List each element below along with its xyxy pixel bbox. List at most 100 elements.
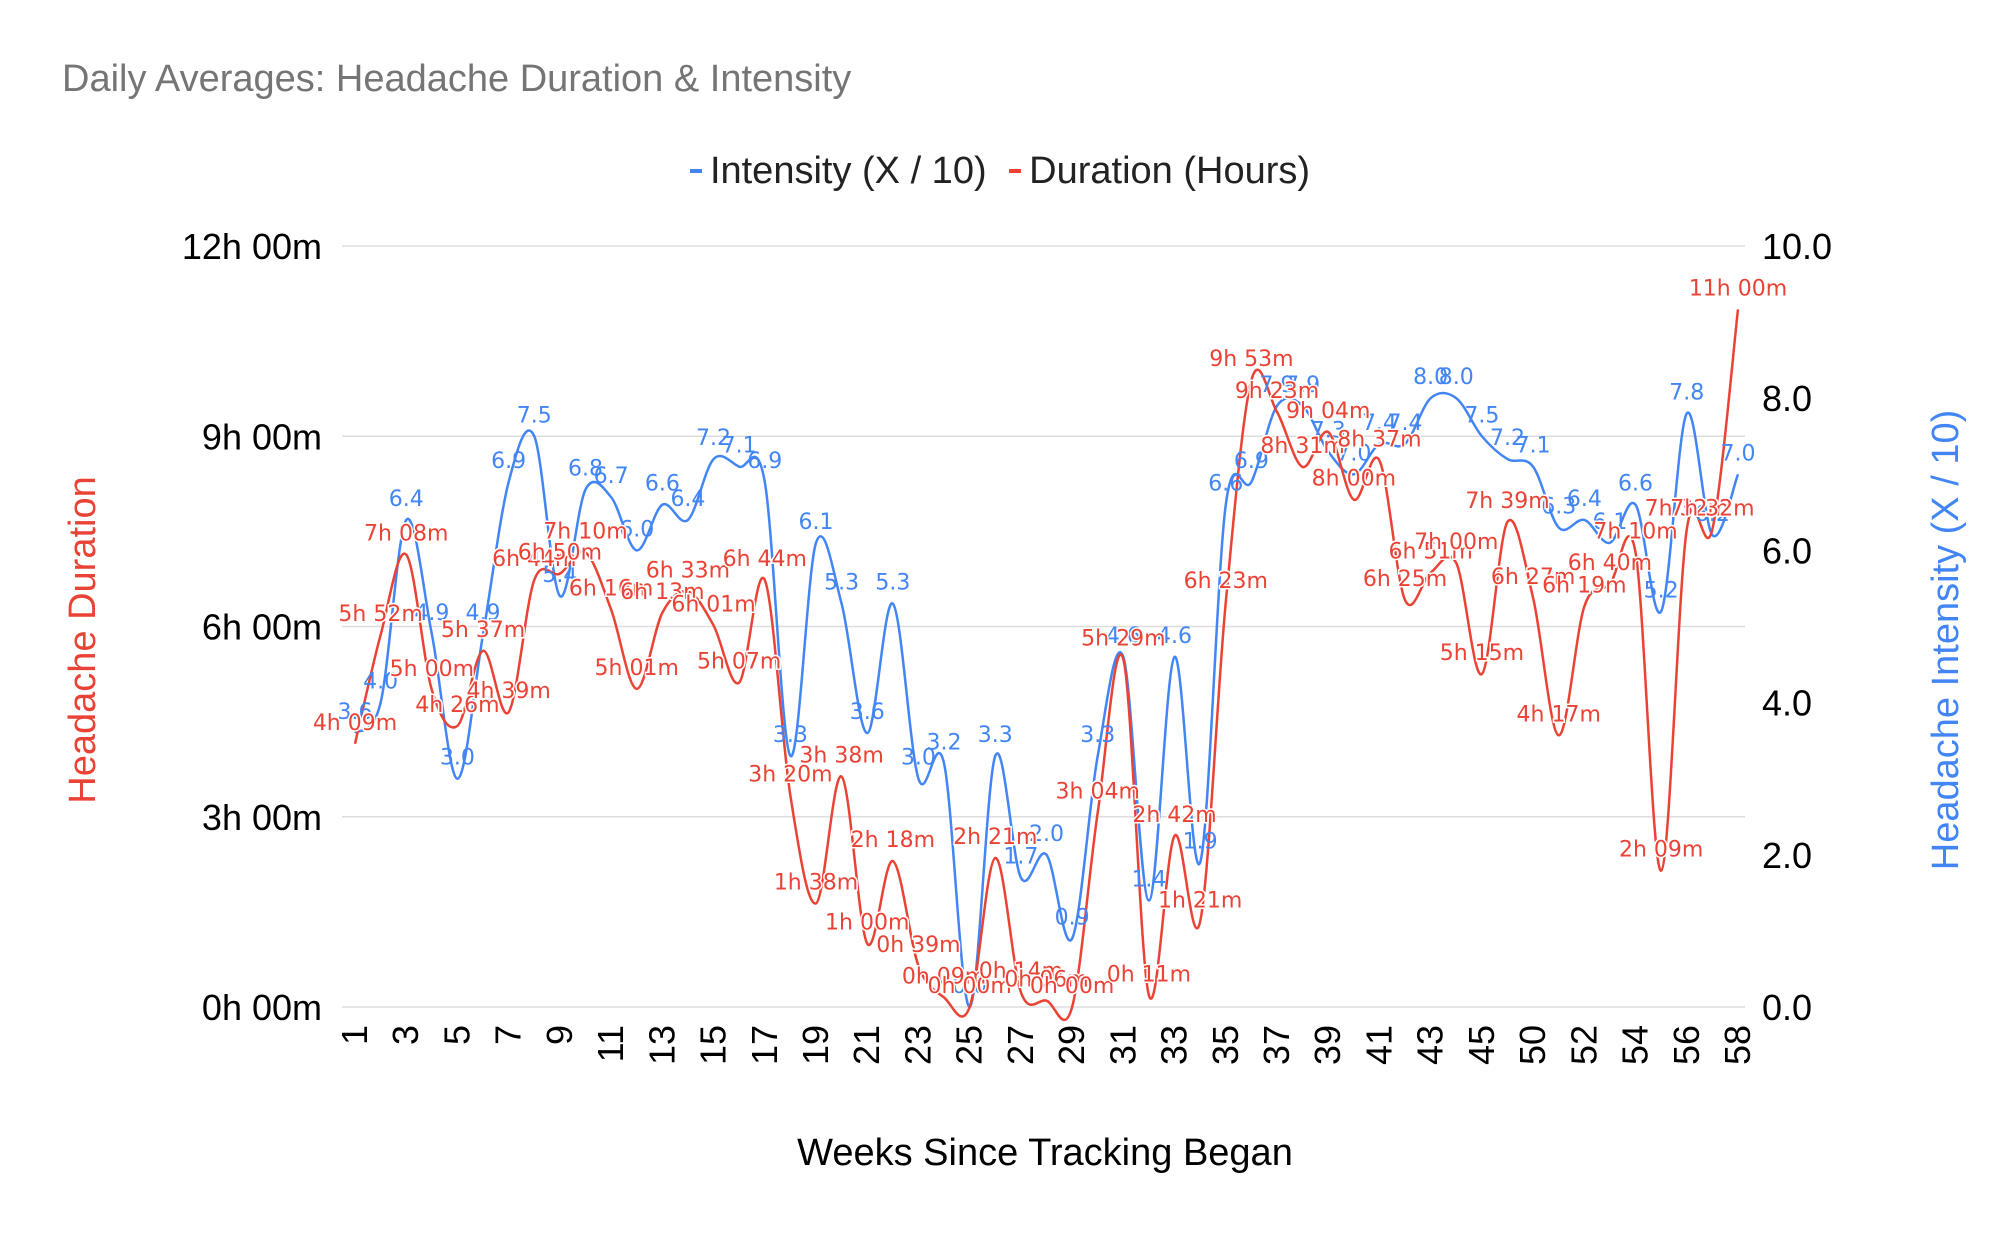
intensity-data-label: 6.1 <box>1592 510 1627 535</box>
intensity-data-label: 6.0 <box>619 517 654 542</box>
duration-data-label: 2h 09m <box>1619 838 1703 863</box>
intensity-data-label: 8.0 <box>1439 365 1474 390</box>
intensity-data-label: 6.1 <box>799 510 834 535</box>
x-tick-label: 56 <box>1666 1025 1707 1065</box>
duration-data-label: 9h 53m <box>1209 347 1293 372</box>
legend-label-intensity: Intensity (X / 10) <box>709 149 987 192</box>
right-tick-label: 6.0 <box>1762 530 1812 571</box>
x-axis-title: Weeks Since Tracking Began <box>797 1132 1293 1174</box>
intensity-data-label: 6.6 <box>1208 472 1243 497</box>
duration-data-label: 4h 09m <box>313 711 397 736</box>
intensity-data-label: 5.3 <box>875 571 910 596</box>
x-tick-label: 7 <box>488 1025 529 1045</box>
x-tick-label: 27 <box>1000 1025 1041 1065</box>
x-tick-label: 50 <box>1512 1025 1553 1065</box>
legend-item-duration[interactable]: Duration (Hours) <box>1009 150 1310 193</box>
duration-data-label: 5h 01m <box>595 656 679 681</box>
right-tick-label: 2.0 <box>1762 835 1812 876</box>
intensity-data-label: 7.2 <box>1490 426 1525 451</box>
duration-data-label: 3h 04m <box>1056 780 1140 805</box>
x-tick-label: 54 <box>1615 1025 1656 1065</box>
intensity-data-label: 0.0 <box>952 974 987 999</box>
duration-data-label: 5h 52m <box>338 602 422 627</box>
duration-data-label: 5h 15m <box>1440 641 1524 666</box>
intensity-data-label: 3.0 <box>901 746 936 771</box>
intensity-data-label: 7.3 <box>1311 418 1346 443</box>
duration-data-label: 6h 23m <box>1184 569 1268 594</box>
x-tick-label: 11 <box>590 1025 631 1062</box>
intensity-data-label: 4.0 <box>363 670 398 695</box>
left-tick-label: 3h 00m <box>202 797 322 838</box>
duration-data-label: 0h 09m <box>902 964 986 989</box>
duration-data-label: 0h 00m <box>927 974 1011 999</box>
duration-data-label: 7h 10m <box>1593 520 1677 545</box>
duration-data-label: 5h 00m <box>390 657 474 682</box>
x-tick-label: 37 <box>1256 1025 1297 1065</box>
duration-data-label: 4h 39m <box>466 679 550 704</box>
x-tick-label: 21 <box>846 1025 887 1065</box>
intensity-data-label: 1.7 <box>1003 845 1038 870</box>
intensity-data-label: 7.5 <box>1464 403 1499 428</box>
chart-title: Daily Averages: Headache Duration & Inte… <box>62 58 852 100</box>
intensity-data-label: 3.0 <box>440 746 475 771</box>
intensity-data-label: 7.1 <box>722 434 757 459</box>
intensity-data-label: 3.3 <box>978 723 1013 748</box>
intensity-data-label: 6.2 <box>1695 502 1730 527</box>
left-tick-label: 9h 00m <box>202 416 322 457</box>
duration-data-label: 0h 39m <box>876 933 960 958</box>
left-axis-title: Headache Duration <box>62 476 104 803</box>
duration-data-label: 6h 16m <box>569 577 653 602</box>
duration-data-label: 7h 32m <box>1670 496 1754 521</box>
duration-data-label: 2h 42m <box>1132 803 1216 828</box>
intensity-data-label: 3.3 <box>1080 723 1115 748</box>
intensity-data-label: 7.4 <box>1388 411 1423 436</box>
duration-data-label: 6h 51m <box>1388 540 1472 565</box>
x-tick-label: 5 <box>436 1025 477 1045</box>
intensity-data-label: 6.6 <box>1618 472 1653 497</box>
legend-swatch-duration <box>1009 169 1022 173</box>
intensity-data-label: 7.9 <box>1260 373 1295 398</box>
right-tick-label: 10.0 <box>1762 226 1832 267</box>
left-tick-label: 0h 00m <box>202 987 322 1028</box>
x-tick-label: 29 <box>1051 1025 1092 1065</box>
right-tick-label: 4.0 <box>1762 683 1812 724</box>
x-tick-label: 31 <box>1102 1025 1143 1065</box>
duration-data-label: 8h 31m <box>1260 434 1344 459</box>
duration-data-label: 8h 00m <box>1312 467 1396 492</box>
duration-data-label: 6h 13m <box>620 580 704 605</box>
intensity-data-label: 7.9 <box>1285 373 1320 398</box>
duration-data-label: 1h 21m <box>1158 888 1242 913</box>
intensity-data-label: 6.4 <box>670 487 705 512</box>
duration-data-label: 7h 32m <box>1645 496 1729 521</box>
duration-data-label: 3h 38m <box>799 744 883 769</box>
x-tick-label: 9 <box>539 1025 580 1045</box>
duration-data-label: 6h 19m <box>1542 573 1626 598</box>
intensity-data-label: 6.8 <box>568 457 603 482</box>
left-tick-label: 6h 00m <box>202 607 322 648</box>
intensity-data-label: 4.6 <box>1157 624 1192 649</box>
legend-swatch-intensity <box>689 169 702 173</box>
duration-data-label: 1h 00m <box>825 911 909 936</box>
x-tick-label: 25 <box>949 1025 990 1065</box>
intensity-data-label: 6.9 <box>747 449 782 474</box>
intensity-data-label: 7.2 <box>696 426 731 451</box>
duration-data-label: 0h 06m <box>1004 968 1088 993</box>
intensity-data-label: 5.3 <box>824 571 859 596</box>
x-tick-label: 43 <box>1410 1025 1451 1065</box>
duration-data-label: 9h 04m <box>1286 399 1370 424</box>
legend-item-intensity[interactable]: Intensity (X / 10) <box>689 149 987 193</box>
x-tick-label: 39 <box>1307 1025 1348 1065</box>
duration-data-label: 7h 08m <box>364 522 448 547</box>
duration-data-label: 6h 27m <box>1491 565 1575 590</box>
intensity-line <box>354 391 1740 1009</box>
legend-label-duration: Duration (Hours) <box>1029 149 1311 192</box>
right-axis-ticks: 0.0 2.0 4.0 6.0 8.0 10.0 <box>1762 226 1832 1028</box>
x-axis-ticks: 1 3 5 7 9 11 13 15 17 19 21 23 25 27 29 31 33 35 37 39 41 43 4… <box>334 1025 1758 1065</box>
intensity-data-label: 6.4 <box>1567 487 1602 512</box>
duration-data-label: 7h 10m <box>543 520 627 545</box>
duration-data-label: 2h 21m <box>953 825 1037 850</box>
duration-data-label: 6h 01m <box>671 592 755 617</box>
intensity-data-label: 4.6 <box>1106 624 1141 649</box>
intensity-data-label: 3.3 <box>773 723 808 748</box>
